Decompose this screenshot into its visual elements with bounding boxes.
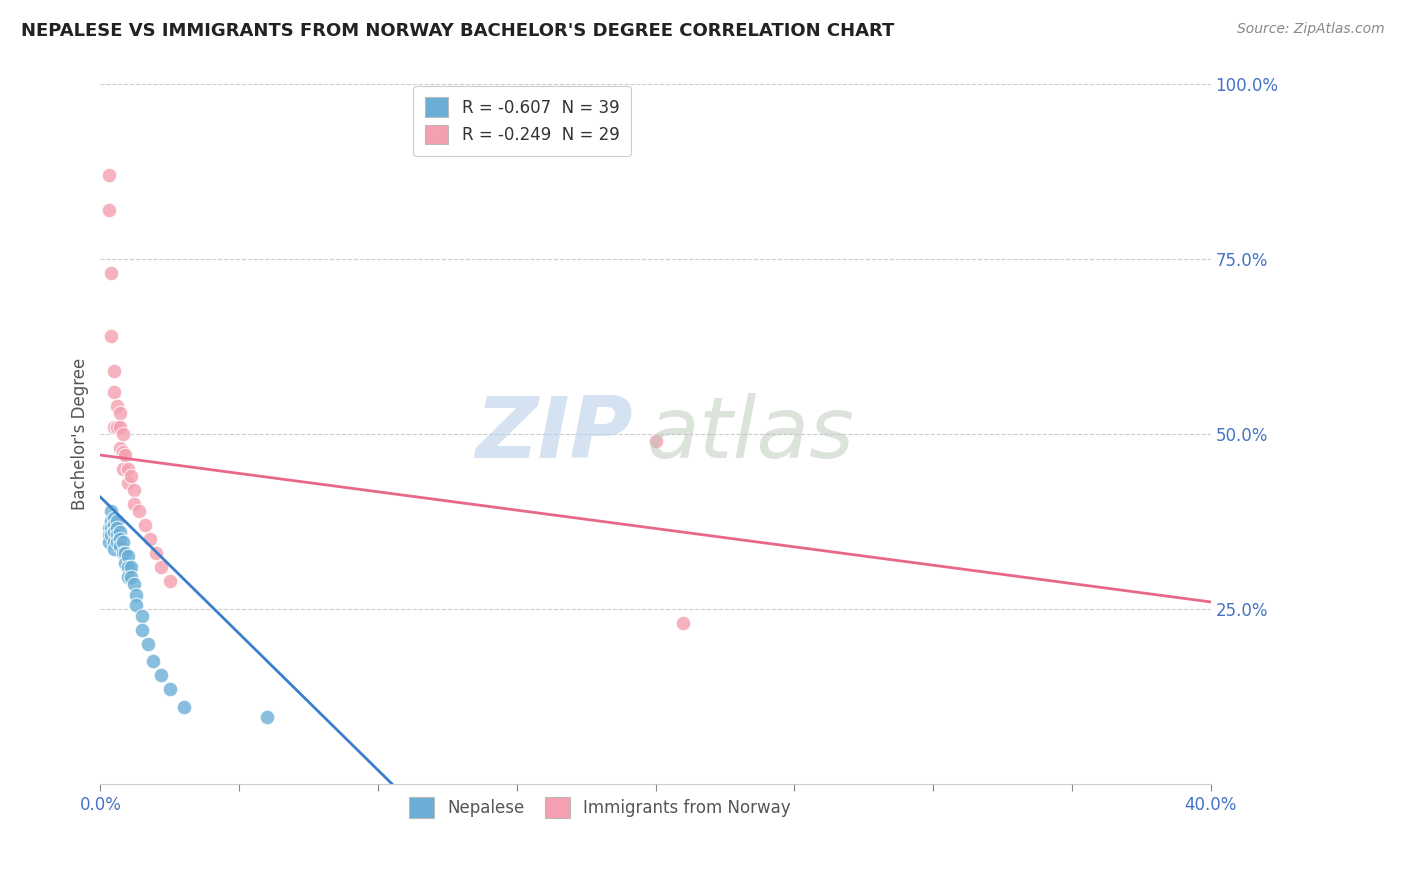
Point [100,266,122,280]
Point [97,169,120,183]
Point [105,515,128,529]
Point [103,511,125,525]
Point [111,444,134,458]
Text: NEPALESE VS IMMIGRANTS FROM NORWAY BACHELOR'S DEGREE CORRELATION CHART: NEPALESE VS IMMIGRANTS FROM NORWAY BACHE… [21,22,894,40]
Y-axis label: Bachelor's Degree: Bachelor's Degree [72,358,89,510]
Point [159,574,181,588]
Point [100,521,122,535]
Point [114,546,136,560]
Point [159,682,181,697]
Point [111,462,134,476]
Point [103,385,125,400]
Point [131,608,153,623]
Point [125,599,148,613]
Point [111,427,134,442]
Legend: Nepalese, Immigrants from Norway: Nepalese, Immigrants from Norway [402,790,797,824]
Point [120,560,142,574]
Point [103,364,125,378]
Point [108,441,131,455]
Point [117,476,139,491]
Point [97,521,120,535]
Point [105,535,128,549]
Point [131,623,153,637]
Point [103,420,125,434]
Point [122,497,145,511]
Point [117,462,139,476]
Point [256,710,278,724]
Point [117,570,139,584]
Point [173,699,195,714]
Point [150,560,173,574]
Point [128,504,150,518]
Point [136,637,159,651]
Point [139,532,162,546]
Point [100,515,122,529]
Point [120,570,142,584]
Text: Source: ZipAtlas.com: Source: ZipAtlas.com [1237,22,1385,37]
Text: ZIP: ZIP [475,392,633,475]
Point [150,668,173,682]
Point [111,546,134,560]
Point [103,524,125,539]
Point [145,546,167,560]
Text: atlas: atlas [647,392,855,475]
Point [100,504,122,518]
Point [122,577,145,591]
Point [97,528,120,542]
Point [111,535,134,549]
Point [108,539,131,553]
Point [100,329,122,343]
Point [105,521,128,535]
Point [117,549,139,564]
Point [117,560,139,574]
Point [100,528,122,542]
Point [120,469,142,483]
Point [122,483,145,497]
Point [103,535,125,549]
Point [97,203,120,218]
Point [672,615,695,630]
Point [108,406,131,420]
Point [105,399,128,413]
Point [108,524,131,539]
Point [114,448,136,462]
Point [114,557,136,571]
Point [103,518,125,533]
Point [103,542,125,557]
Point [125,588,148,602]
Point [142,654,165,668]
Point [644,434,666,448]
Point [97,535,120,549]
Point [105,528,128,542]
Point [108,532,131,546]
Point [134,518,156,533]
Point [108,420,131,434]
Point [105,420,128,434]
